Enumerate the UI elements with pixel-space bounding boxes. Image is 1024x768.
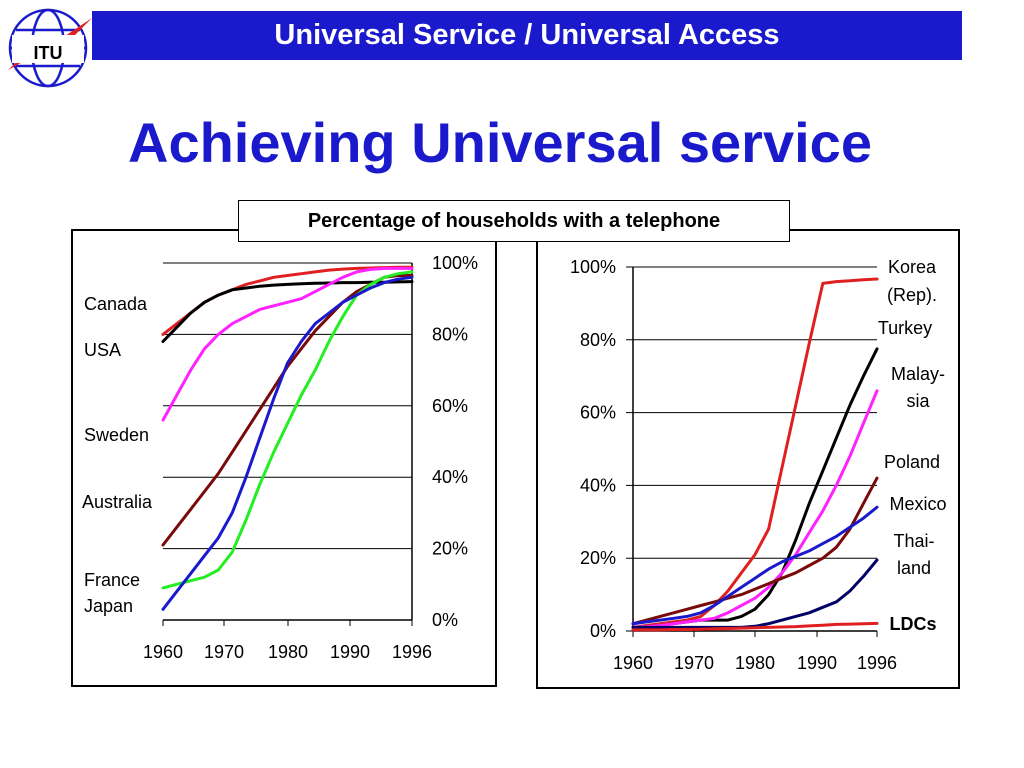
series-label-line: (Rep).	[887, 285, 937, 305]
y-tick-label: 100%	[432, 253, 478, 273]
y-tick-label: 40%	[580, 475, 616, 495]
series-label: Mexico	[889, 494, 946, 514]
x-tick-label: 1980	[735, 653, 775, 673]
x-tick-label: 1970	[204, 642, 244, 662]
series-line-1-4	[161, 274, 414, 547]
series-label: LDCs	[889, 614, 936, 634]
series-line-2-5	[631, 505, 879, 626]
slide-title: Achieving Universal service	[128, 111, 872, 174]
series-label: USA	[84, 340, 121, 360]
banner-title: Universal Service / Universal Access	[274, 19, 780, 51]
series-label-line: Thai-	[893, 531, 934, 551]
y-tick-label: 100%	[570, 257, 616, 277]
series-line-1-3	[161, 266, 414, 422]
series-label: France	[84, 570, 140, 590]
series-line-2-1	[631, 277, 879, 629]
y-tick-label: 60%	[432, 396, 468, 416]
chart-caption: Percentage of households with a telephon…	[238, 200, 790, 242]
series-label: Japan	[84, 596, 133, 616]
x-tick-label: 1996	[857, 653, 897, 673]
x-tick-label: 1980	[268, 642, 308, 662]
series-line-2-2	[631, 347, 879, 629]
series-line-2-6	[631, 558, 879, 629]
series-line-1-6	[161, 275, 414, 611]
series-label: Malay-sia	[891, 364, 945, 411]
series-line-2-3	[631, 389, 879, 629]
y-tick-label: 20%	[580, 548, 616, 568]
x-tick-label: 1970	[674, 653, 714, 673]
logo-text: ITU	[34, 43, 63, 63]
series-line-1-5	[161, 270, 414, 590]
series-label: Poland	[884, 452, 940, 472]
x-tick-label: 1990	[797, 653, 837, 673]
itu-logo: ITU	[8, 8, 92, 88]
series-label-line: Korea	[888, 257, 937, 277]
y-tick-label: 60%	[580, 403, 616, 423]
series-label-line: land	[897, 558, 931, 578]
x-tick-label: 1996	[392, 642, 432, 662]
chart-2: 0% 20% 40% 60% 80% 100% 1960 1970 1980 1990 1996 Ko…	[570, 257, 947, 673]
series-line-2-7	[631, 621, 879, 632]
series-line-2-4	[631, 476, 879, 626]
series-label: Turkey	[878, 318, 932, 338]
y-tick-label: 80%	[580, 330, 616, 350]
chart-1: 0% 20% 40% 60% 80% 100% 1960 1970 1980 1990 1996 Ca…	[82, 253, 478, 662]
header-banner: Universal Service / Universal Access	[92, 11, 962, 60]
series-label: Korea (Rep).	[887, 257, 937, 305]
series-label: Canada	[84, 294, 148, 314]
series-line-1-2	[161, 280, 414, 343]
y-tick-label: 0%	[432, 610, 458, 630]
series-label-line: Malay-	[891, 364, 945, 384]
x-tick-label: 1960	[143, 642, 183, 662]
y-tick-label: 20%	[432, 539, 468, 559]
series-label: Sweden	[84, 425, 149, 445]
x-tick-label: 1990	[330, 642, 370, 662]
series-label: Thai-land	[893, 531, 934, 578]
x-tick-label: 1960	[613, 653, 653, 673]
series-label: Australia	[82, 492, 153, 512]
y-tick-label: 80%	[432, 324, 468, 344]
y-tick-label: 40%	[432, 467, 468, 487]
y-tick-label: 0%	[590, 621, 616, 641]
series-label-line: sia	[906, 391, 930, 411]
